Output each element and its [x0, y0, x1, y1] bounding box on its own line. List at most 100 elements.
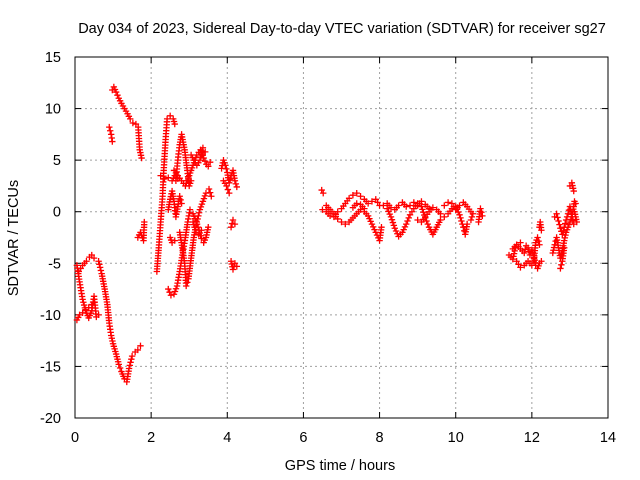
- x-tick-label: 12: [524, 430, 540, 446]
- data-point: [349, 192, 357, 199]
- y-tick-label: 5: [53, 153, 61, 169]
- grid: [75, 57, 608, 418]
- data-point: [479, 212, 486, 220]
- x-tick-label: 2: [147, 430, 155, 446]
- data-point: [562, 216, 570, 224]
- data-point: [167, 292, 175, 299]
- data-point: [109, 138, 116, 145]
- data-point: [513, 241, 520, 248]
- data-point: [176, 193, 183, 200]
- data-point: [197, 153, 204, 161]
- data-point: [195, 212, 202, 220]
- data-point: [410, 199, 418, 206]
- data-point: [201, 157, 209, 165]
- data-point: [206, 159, 214, 166]
- data-point: [569, 217, 576, 224]
- data-point: [353, 200, 360, 207]
- data-point: [137, 342, 144, 349]
- data-point: [138, 154, 145, 162]
- data-point: [420, 209, 427, 216]
- data-point: [194, 215, 201, 223]
- data-point: [128, 356, 135, 363]
- data-point: [319, 206, 326, 213]
- data-point: [334, 208, 341, 215]
- data-point: [458, 217, 465, 225]
- data-point: [318, 186, 325, 194]
- data-point: [524, 244, 532, 252]
- y-axis-label: SDTVAR / TECUs: [6, 180, 22, 296]
- data-point: [222, 162, 229, 169]
- data-point: [97, 267, 105, 274]
- data-point: [437, 216, 444, 224]
- data-point: [534, 234, 541, 241]
- chart-title: Day 034 of 2023, Sidereal Day-to-day VTE…: [78, 21, 606, 37]
- data-point: [478, 209, 485, 216]
- data-point: [387, 213, 395, 221]
- data-point: [80, 301, 88, 309]
- data-point: [178, 200, 185, 207]
- data-point: [166, 288, 173, 296]
- data-point: [570, 187, 577, 195]
- data-point: [141, 218, 148, 226]
- x-tick-label: 4: [223, 430, 231, 446]
- data-point: [114, 91, 121, 99]
- data-point: [196, 156, 204, 164]
- data-point: [512, 244, 519, 252]
- data-point: [223, 182, 230, 190]
- data-point: [227, 223, 235, 231]
- data-point: [186, 206, 194, 213]
- data-point: [96, 261, 103, 268]
- data-point: [538, 227, 545, 234]
- data-point: [115, 361, 122, 368]
- data-point: [353, 189, 360, 197]
- x-tick-label: 8: [376, 430, 384, 446]
- data-point: [368, 198, 376, 205]
- data-point: [444, 199, 452, 206]
- data-point: [79, 296, 86, 303]
- data-point: [423, 217, 430, 225]
- data-point: [96, 264, 104, 271]
- data-point: [405, 214, 412, 222]
- data-point: [95, 311, 102, 319]
- data-point: [95, 258, 102, 265]
- data-point: [557, 265, 564, 272]
- data-point: [528, 262, 536, 269]
- data-point: [556, 221, 563, 228]
- data-point: [395, 202, 402, 209]
- data-point: [403, 203, 410, 210]
- data-point: [388, 216, 396, 223]
- y-tick-label: 0: [53, 205, 61, 221]
- data-point: [177, 196, 184, 204]
- data-point: [127, 115, 134, 123]
- data-point: [561, 223, 568, 231]
- data-point: [378, 223, 385, 231]
- data-point: [231, 177, 239, 184]
- data-point: [404, 217, 411, 225]
- data-point: [561, 244, 568, 252]
- data-point: [558, 261, 565, 269]
- data-point: [419, 206, 426, 213]
- data-point: [205, 185, 213, 193]
- data-point: [553, 210, 560, 217]
- data-point: [134, 346, 142, 354]
- data-point: [195, 231, 202, 238]
- data-point: [128, 352, 136, 360]
- data-point: [225, 189, 233, 197]
- data-point: [441, 202, 448, 209]
- data-point: [364, 200, 372, 207]
- data-point: [161, 175, 168, 182]
- data-point: [163, 115, 171, 123]
- data-point: [198, 147, 206, 155]
- data-point: [107, 127, 114, 134]
- y-tick-label: -5: [48, 256, 61, 272]
- plot-frame: [74, 56, 609, 419]
- data-point: [126, 362, 134, 369]
- data-point: [129, 119, 137, 127]
- data-point: [232, 180, 240, 188]
- data-point: [198, 150, 205, 158]
- data-point: [342, 220, 349, 228]
- x-tick-label: 10: [448, 430, 464, 446]
- data-point: [206, 189, 214, 196]
- data-point: [561, 220, 569, 227]
